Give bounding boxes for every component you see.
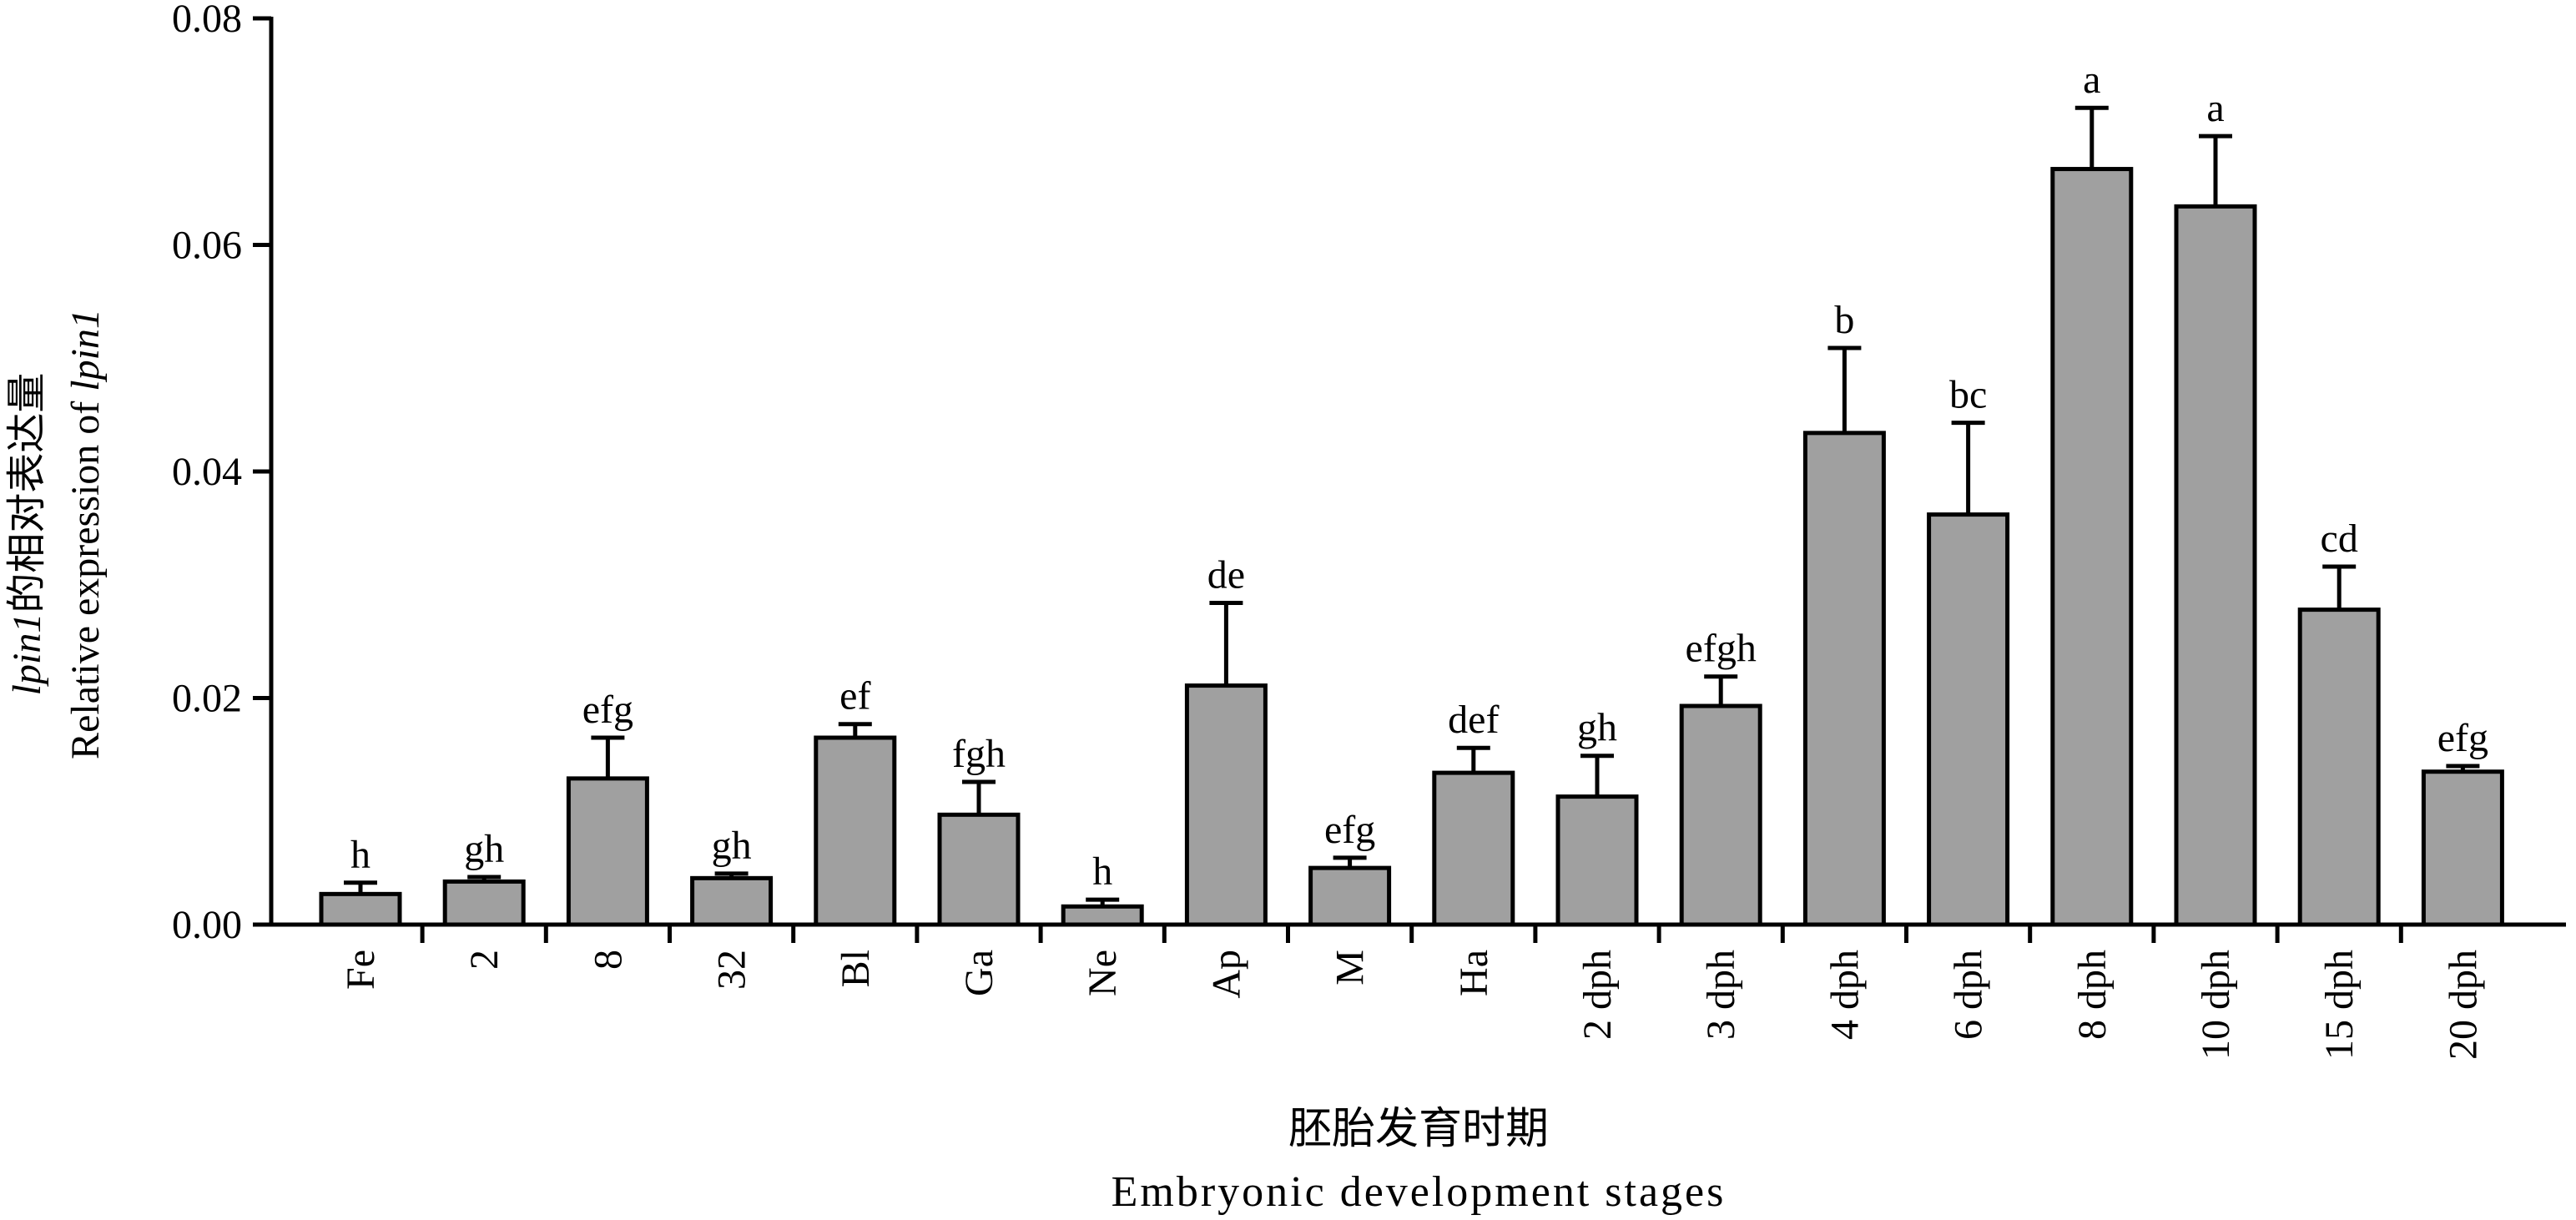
x-tick-label: Ga (957, 950, 1001, 996)
y-axis-title-gene: lpin1 (5, 613, 49, 696)
significance-label: b (1834, 298, 1854, 342)
bar-Bl (814, 735, 897, 927)
significance-label: h (1092, 849, 1112, 894)
x-tick-label: 15 dph (2317, 950, 2362, 1060)
x-tick-label: 4 dph (1822, 950, 1867, 1040)
bar-Ga (937, 812, 1021, 927)
significance-label: ef (839, 674, 870, 718)
y-axis-title-en: Relative expression of (63, 391, 108, 759)
bar-M (1308, 865, 1392, 927)
significance-label: a (2083, 58, 2100, 102)
significance-label: def (1448, 698, 1499, 742)
bar-8 (566, 776, 649, 927)
y-axis-title-gene-en: lpin1 (63, 309, 108, 391)
bar-3-dph (1679, 703, 1762, 927)
bar-4-dph (1802, 431, 1886, 927)
bar-20-dph (2421, 769, 2504, 927)
x-tick-label: 2 (462, 950, 507, 970)
y-ticks: 0.00 0.02 0.04 0.06 0.08 (172, 0, 271, 947)
significance-label: fgh (952, 732, 1006, 776)
significance-label: a (2206, 86, 2224, 130)
bar-8-dph (2050, 167, 2134, 927)
x-tick-label: 8 (586, 950, 630, 970)
significance-label: cd (2321, 517, 2358, 561)
bar-6-dph (1927, 512, 2010, 927)
significance-label: h (350, 833, 371, 877)
y-tick-label: 0.02 (172, 677, 242, 721)
bars: h gh efg gh ef fgh h de efg def gh efgh b bc a a cd efg (319, 58, 2504, 927)
significance-label: gh (1577, 706, 1617, 750)
significance-label: efg (582, 688, 633, 732)
significance-label: de (1207, 552, 1245, 597)
bar-Ne (1061, 904, 1144, 927)
bar-Ha (1432, 770, 1515, 927)
significance-label: gh (464, 827, 504, 871)
significance-label: gh (712, 824, 752, 868)
x-tick-label: 20 dph (2441, 950, 2485, 1060)
x-tick-label: Bl (834, 950, 878, 987)
y-tick-label: 0.00 (172, 903, 242, 947)
bar-32 (690, 875, 774, 927)
significance-label: efg (2437, 716, 2488, 760)
bar-Fe (319, 891, 402, 927)
y-axis-title-line1: lpin1的相对表达量 (5, 373, 49, 696)
significance-label: efgh (1686, 627, 1757, 671)
x-tick-label: Ha (1452, 950, 1496, 996)
x-tick-label: 3 dph (1699, 950, 1743, 1040)
y-tick-label: 0.04 (172, 450, 242, 494)
bar-10-dph (2174, 204, 2257, 927)
bar-Ap (1184, 683, 1268, 927)
x-tick-label: 2 dph (1575, 950, 1620, 1040)
x-tick-label: Ap (1204, 950, 1248, 999)
x-tick-label: 10 dph (2194, 950, 2238, 1060)
bar-2 (442, 879, 526, 927)
bar-15-dph (2297, 607, 2381, 927)
y-tick-label: 0.06 (172, 224, 242, 268)
x-tick-label: Ne (1081, 950, 1125, 996)
x-tick-labels: Fe 2 8 32 Bl Ga Ne Ap M Ha 2 dph 3 dph 4 dph 6 dph 8 d… (339, 950, 2485, 1060)
x-tick-label: 6 dph (1947, 950, 1991, 1040)
significance-label: efg (1324, 808, 1375, 852)
x-tick-label: 8 dph (2070, 950, 2115, 1040)
x-tick-label: 32 (710, 950, 754, 990)
bar-2-dph (1555, 794, 1639, 927)
y-axis-title-line2: Relative expression of lpin1 (63, 309, 108, 759)
y-axis-title-cn: 的相对表达量 (5, 373, 49, 613)
y-tick-label: 0.08 (172, 0, 242, 41)
x-tick-label: Fe (339, 950, 383, 990)
significance-label: bc (1949, 373, 1987, 417)
x-tick-label: M (1328, 950, 1373, 986)
x-axis-title-cn: 胚胎发育时期 (1288, 1106, 1549, 1153)
x-axis-title-en: Embryonic development stages (1112, 1168, 1727, 1216)
